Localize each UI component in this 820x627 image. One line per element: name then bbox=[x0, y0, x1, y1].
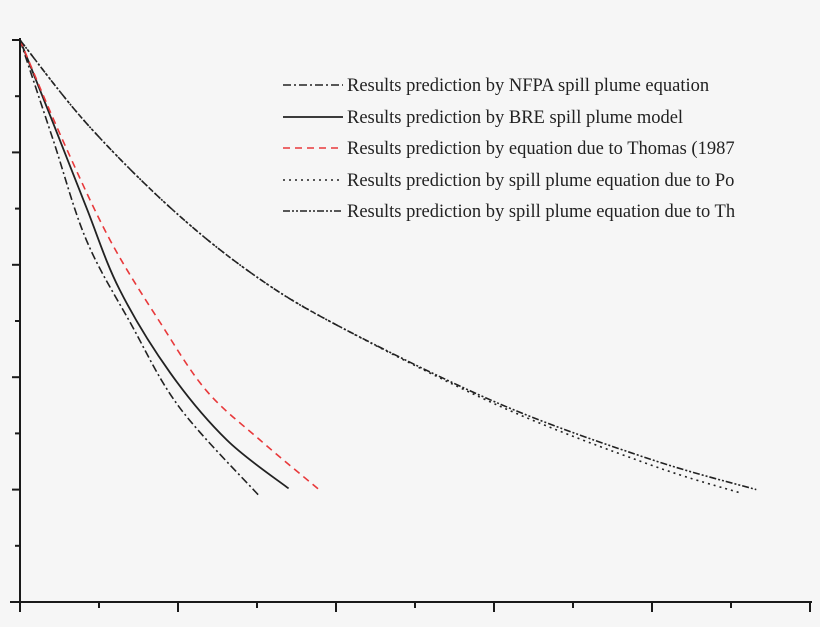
legend-entry-nfpa: Results prediction by NFPA spill plume e… bbox=[283, 76, 709, 96]
legend-entry-thomas-spill: Results prediction by spill plume equati… bbox=[283, 202, 735, 222]
legend-label: Results prediction by spill plume equati… bbox=[347, 202, 735, 222]
legend-label: Results prediction by equation due to Th… bbox=[347, 139, 735, 159]
legend: Results prediction by NFPA spill plume e… bbox=[283, 76, 735, 222]
series-line-2 bbox=[19, 39, 323, 493]
series-line-1 bbox=[19, 39, 290, 490]
legend-entry-thomas-1987: Results prediction by equation due to Th… bbox=[283, 139, 735, 159]
legend-entry-bre: Results prediction by BRE spill plume mo… bbox=[283, 108, 683, 128]
series-line-4 bbox=[19, 39, 757, 491]
legend-label: Results prediction by spill plume equati… bbox=[347, 171, 734, 191]
series-group bbox=[19, 39, 757, 496]
axes bbox=[10, 38, 812, 612]
legend-label: Results prediction by NFPA spill plume e… bbox=[347, 76, 709, 96]
legend-label: Results prediction by BRE spill plume mo… bbox=[347, 108, 683, 128]
legend-entry-poreh: Results prediction by spill plume equati… bbox=[283, 171, 734, 191]
series-line-3 bbox=[19, 39, 741, 494]
series-line-0 bbox=[19, 39, 260, 496]
